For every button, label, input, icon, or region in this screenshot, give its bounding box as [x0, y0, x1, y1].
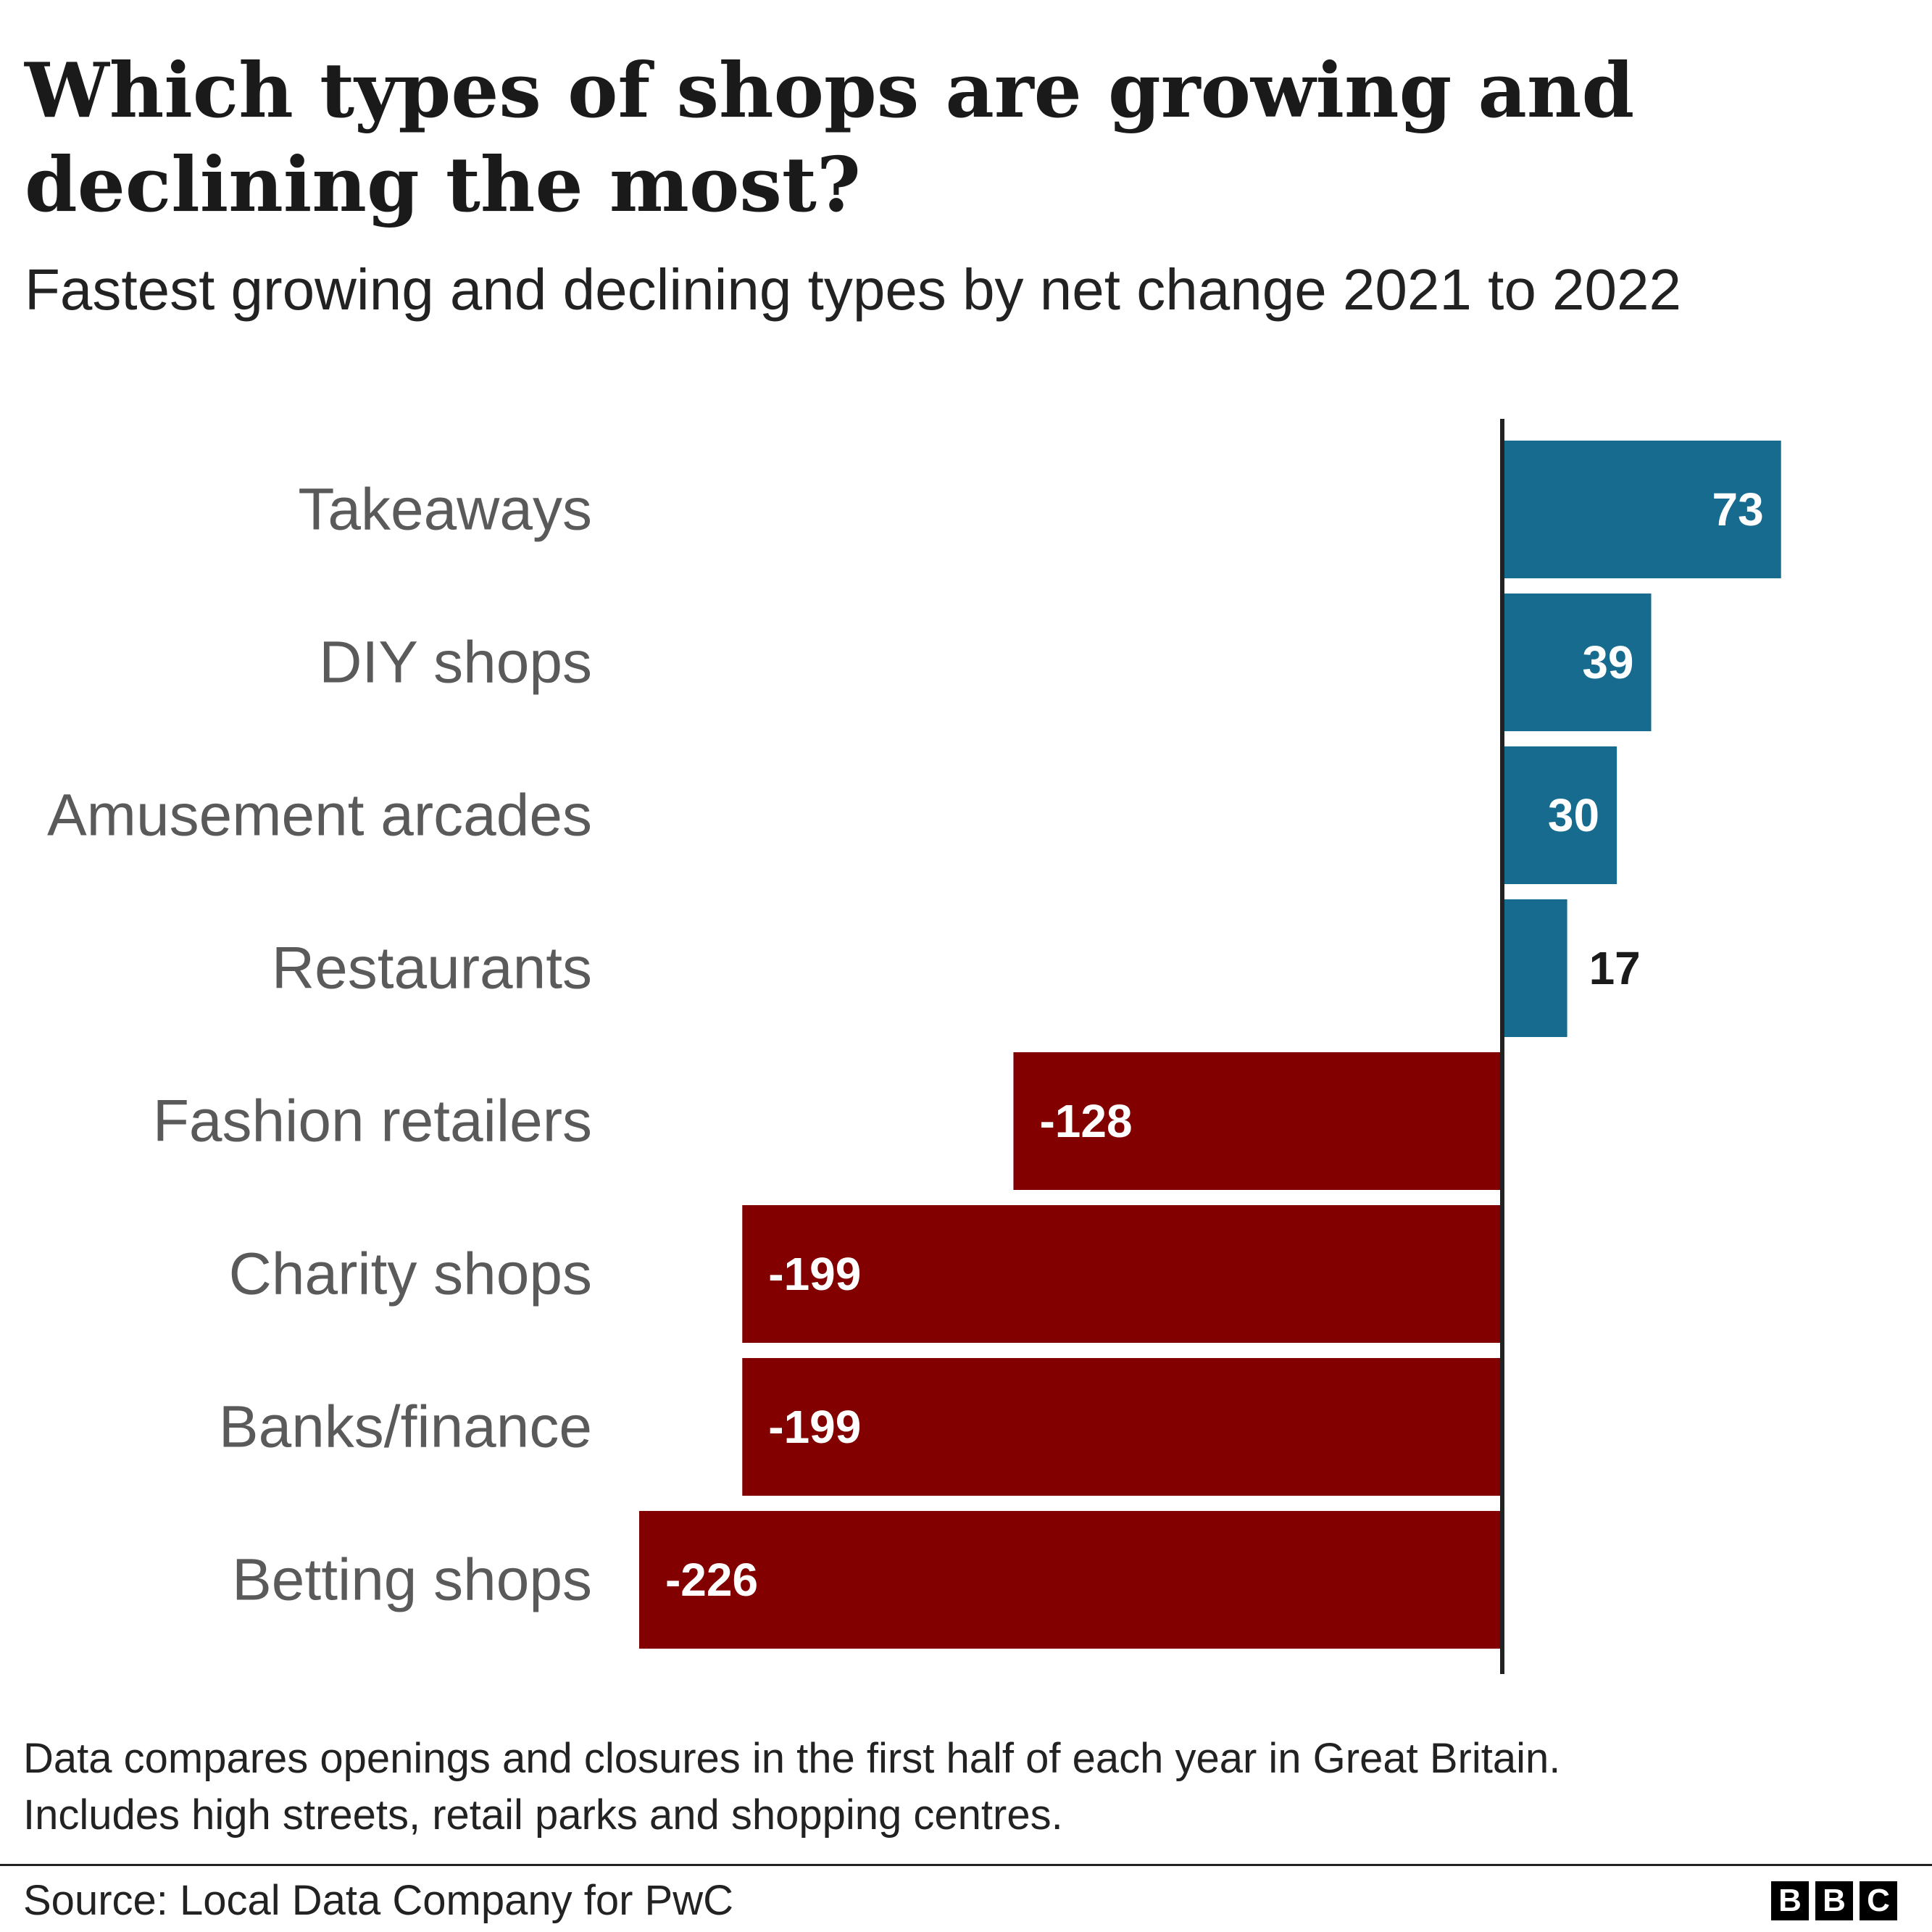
category-label: Betting shops — [232, 1547, 592, 1613]
bar-chart: Takeaways 73 DIY shops 39 Amusement arcades 3… — [47, 419, 1781, 1674]
bar-banks-finance — [742, 1358, 1502, 1496]
footnote-line-1: Data compares openings and closures in t… — [23, 1735, 1561, 1782]
category-label: Banks/finance — [219, 1394, 592, 1460]
category-label: Fashion retailers — [153, 1088, 592, 1154]
footnote: Data compares openings and closures in t… — [23, 1731, 1893, 1844]
chart-subtitle: Fastest growing and declining types by n… — [25, 257, 1682, 322]
value-label: 17 — [1589, 942, 1641, 994]
value-label: -199 — [768, 1401, 861, 1453]
value-label: 73 — [1712, 483, 1764, 536]
bar-takeaways — [1502, 441, 1781, 578]
category-label: Restaurants — [272, 936, 592, 1002]
category-label: Charity shops — [229, 1241, 592, 1307]
chart-title: Which types of shops are growing and dec… — [25, 46, 1635, 229]
source-note: Source: Local Data Company for PwC — [23, 1877, 733, 1924]
bar-amusement-arcades — [1502, 746, 1617, 884]
category-label: Amusement arcades — [47, 783, 592, 849]
bar-betting-shops — [638, 1511, 1502, 1649]
value-label: -199 — [768, 1248, 861, 1300]
value-label: 30 — [1548, 789, 1599, 841]
bbc-logo-letter: B — [1771, 1881, 1809, 1920]
value-label: 39 — [1582, 636, 1633, 688]
bar-charity-shops — [742, 1205, 1502, 1343]
bbc-logo-letter: C — [1860, 1881, 1897, 1920]
footer-divider — [0, 1864, 1932, 1866]
category-label: DIY shops — [319, 630, 592, 696]
bar-diy-shops — [1502, 594, 1652, 731]
bbc-logo: B B C — [1771, 1881, 1897, 1920]
bar-restaurants — [1502, 899, 1567, 1037]
bbc-logo-letter: B — [1815, 1881, 1853, 1920]
category-label: Takeaways — [298, 477, 592, 543]
bar-fashion-retailers — [1013, 1052, 1502, 1190]
footnote-line-2: Includes high streets, retail parks and … — [23, 1791, 1063, 1839]
value-label: -128 — [1039, 1095, 1132, 1147]
value-label: -226 — [665, 1554, 758, 1606]
